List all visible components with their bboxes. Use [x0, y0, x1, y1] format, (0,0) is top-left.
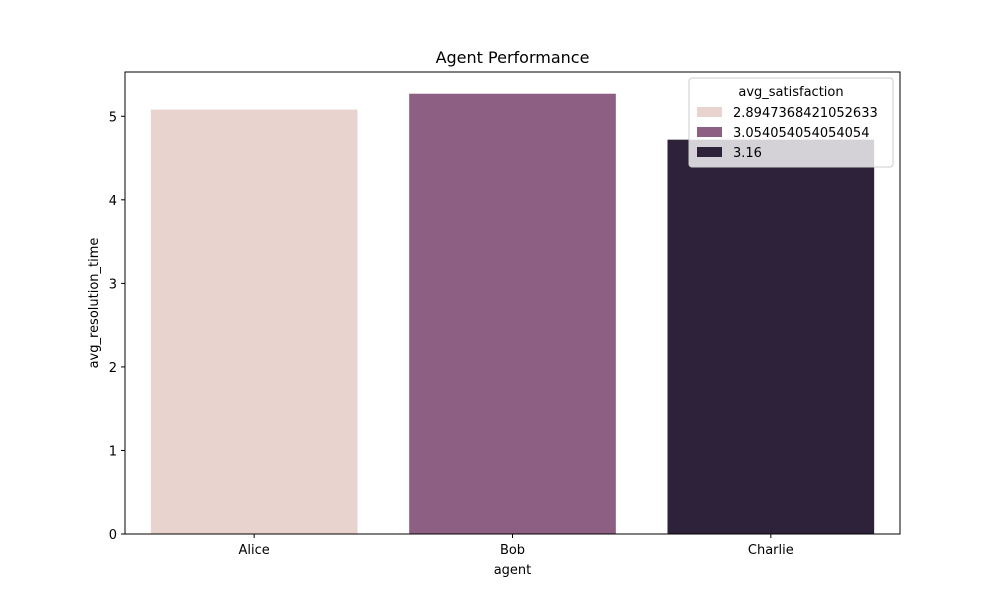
bar-alice — [150, 109, 358, 534]
legend: avg_satisfaction 2.8947368421052633 3.054… — [688, 77, 894, 168]
y-tick-label: 3 — [109, 277, 117, 292]
x-axis-label: agent — [494, 563, 532, 578]
legend-title: avg_satisfaction — [738, 85, 843, 100]
y-axis-label: avg_resolution_time — [87, 238, 102, 369]
y-tick-label: 5 — [109, 110, 117, 125]
x-tick-label: Charlie — [748, 543, 794, 558]
y-tick-label: 4 — [109, 194, 117, 209]
legend-entry-label: 3.16 — [733, 146, 762, 161]
bar-charlie — [667, 139, 875, 535]
chart-title: Agent Performance — [436, 48, 590, 67]
x-tick-label: Alice — [239, 543, 270, 558]
y-tick-label: 0 — [109, 528, 117, 543]
legend-entry-label: 2.8947368421052633 — [733, 106, 878, 121]
ticks-layer: Alice Bob Charlie 0 1 2 3 4 5 — [109, 110, 794, 558]
bars-layer — [150, 93, 875, 535]
legend-frame — [688, 77, 894, 168]
legend-entry-label: 3.054054054054054 — [733, 126, 869, 141]
x-tick-label: Bob — [500, 543, 525, 558]
legend-swatch — [697, 107, 722, 117]
y-tick-label: 2 — [109, 361, 117, 376]
legend-swatch — [697, 127, 722, 137]
legend-swatch — [697, 147, 722, 157]
y-tick-label: 1 — [109, 444, 117, 459]
bar-bob — [409, 93, 616, 534]
